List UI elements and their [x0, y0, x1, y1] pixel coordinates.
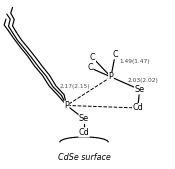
- Text: CdSe surface: CdSe surface: [58, 153, 110, 162]
- Text: 2.17(2.15): 2.17(2.15): [60, 84, 91, 89]
- Text: 1.49(1.47): 1.49(1.47): [120, 59, 150, 64]
- Text: Cd: Cd: [79, 128, 89, 137]
- Text: Se: Se: [79, 114, 89, 123]
- Text: Se: Se: [135, 85, 145, 94]
- Text: 2.03(2.02): 2.03(2.02): [127, 78, 158, 83]
- Text: P: P: [64, 101, 69, 110]
- Text: C: C: [90, 53, 96, 62]
- Text: P: P: [108, 73, 113, 81]
- Text: C: C: [87, 63, 93, 72]
- Text: C: C: [113, 50, 118, 59]
- Text: Cd: Cd: [132, 103, 143, 112]
